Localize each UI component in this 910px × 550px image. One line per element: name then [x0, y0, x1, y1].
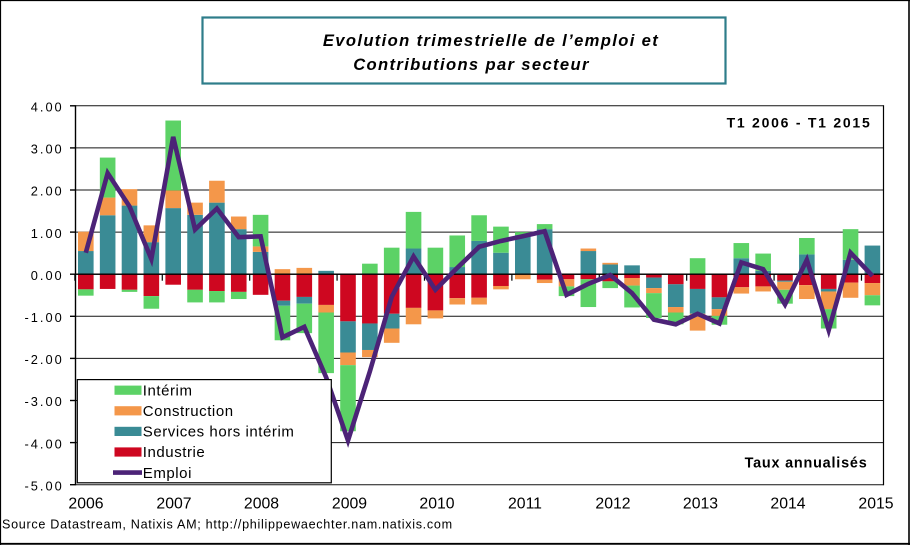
svg-text:2007: 2007	[156, 496, 191, 513]
svg-text:-5.00: -5.00	[25, 478, 64, 493]
svg-text:2011: 2011	[508, 496, 542, 513]
svg-text:Intérim: Intérim	[143, 382, 193, 399]
svg-text:1.00: 1.00	[31, 226, 64, 241]
svg-text:-2.00: -2.00	[25, 352, 64, 367]
svg-text:2014: 2014	[770, 496, 805, 513]
svg-text:2012: 2012	[595, 496, 630, 513]
svg-text:2008: 2008	[244, 496, 279, 513]
svg-text:2013: 2013	[683, 496, 718, 513]
svg-text:0.00: 0.00	[31, 268, 64, 283]
svg-text:Taux annualisés: Taux annualisés	[745, 456, 868, 472]
svg-text:Contributions par secteur: Contributions par secteur	[353, 55, 590, 74]
svg-text:Evolution trimestrielle de l’e: Evolution trimestrielle de l’emploi et	[323, 31, 659, 50]
svg-text:2009: 2009	[332, 496, 367, 513]
svg-text:-1.00: -1.00	[25, 310, 64, 325]
svg-text:2015: 2015	[858, 496, 893, 513]
svg-text:3.00: 3.00	[31, 142, 64, 157]
svg-text:2010: 2010	[419, 496, 454, 513]
svg-text:T1 2006 - T1 2015: T1 2006 - T1 2015	[727, 115, 872, 131]
svg-text:Industrie: Industrie	[143, 444, 205, 461]
svg-text:-3.00: -3.00	[25, 394, 64, 409]
svg-text:4.00: 4.00	[31, 100, 64, 115]
svg-text:Construction: Construction	[143, 403, 234, 420]
svg-text:Source Datastream, Natixis AM;: Source Datastream, Natixis AM; http://ph…	[2, 518, 453, 532]
svg-text:2006: 2006	[68, 496, 103, 513]
svg-text:Emploi: Emploi	[143, 465, 192, 482]
svg-text:2.00: 2.00	[31, 184, 64, 199]
svg-text:Services hors intérim: Services hors intérim	[143, 424, 295, 441]
svg-text:-4.00: -4.00	[25, 436, 64, 451]
